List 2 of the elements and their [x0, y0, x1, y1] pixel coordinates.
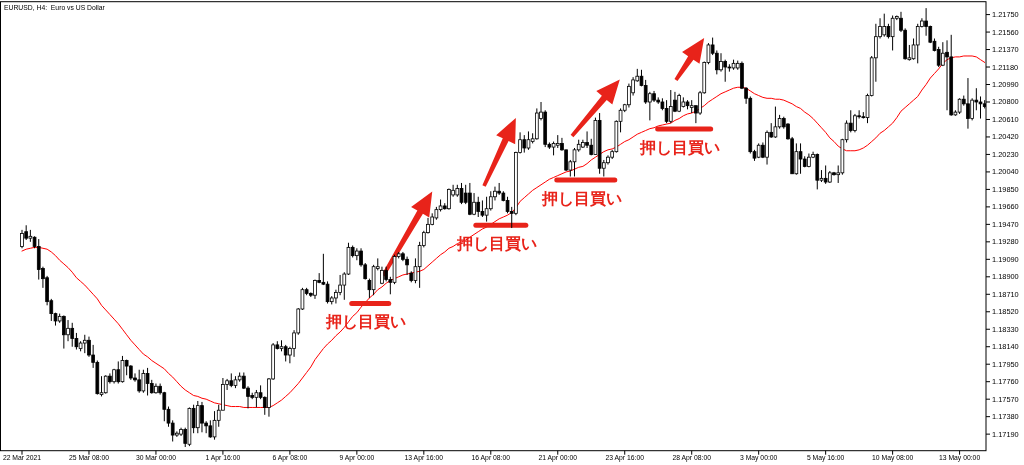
annotation: 押し目買い — [541, 189, 622, 208]
annotation: 押し目買い — [640, 138, 721, 157]
